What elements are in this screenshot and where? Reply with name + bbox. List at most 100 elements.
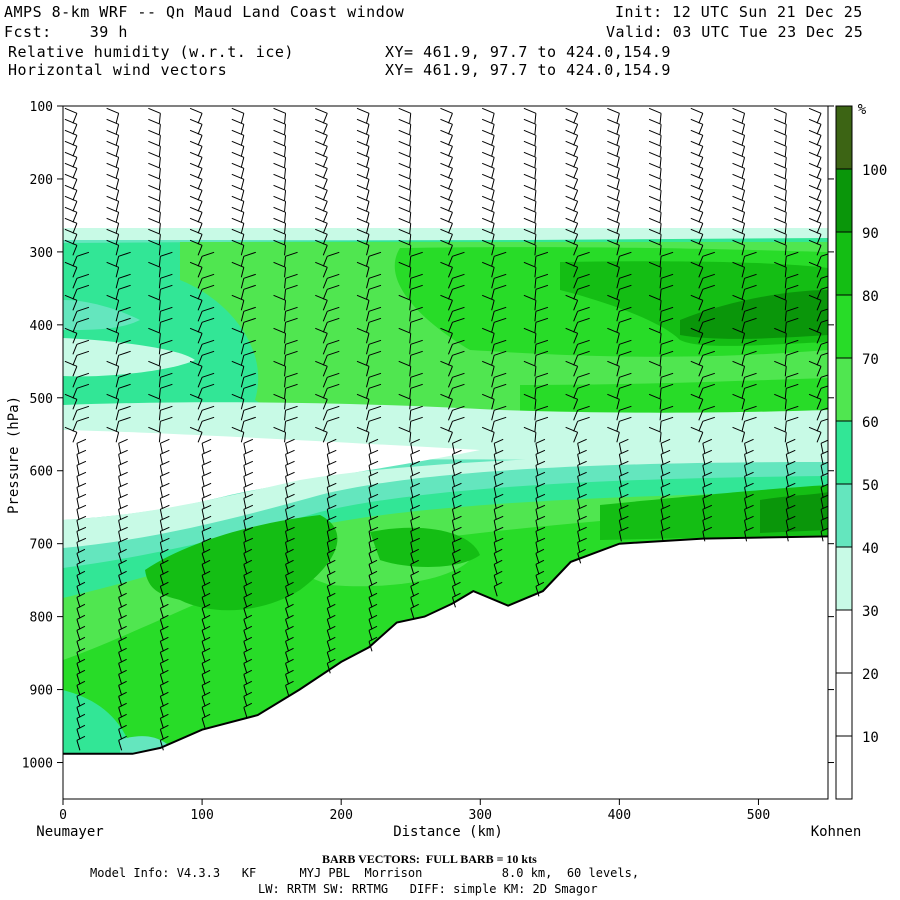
wind-barb-flag: [160, 460, 170, 466]
wind-barb-flag: [523, 140, 537, 147]
wind-barb-shaft: [741, 322, 746, 333]
wind-barb-shaft: [534, 289, 537, 300]
wind-barb-flag: [118, 273, 131, 279]
wind-barb-flag: [452, 504, 462, 510]
wind-barb-flag: [243, 603, 253, 609]
wind-barb-shaft: [409, 256, 412, 267]
wind-barb-shaft: [72, 256, 78, 267]
x-end-label: Kohnen: [811, 824, 862, 840]
wind-barb-flag: [702, 306, 715, 312]
wind-barb-shaft: [285, 674, 290, 685]
wind-barb-shaft: [366, 267, 370, 278]
wind-barb-shaft: [409, 201, 412, 212]
wind-barb-flag: [118, 724, 127, 730]
wind-barb-shaft: [158, 432, 161, 443]
wind-barb-flag: [619, 438, 629, 444]
wind-barb-flag: [565, 184, 578, 191]
wind-barb-flag: [619, 306, 632, 312]
wind-barb-flag: [452, 383, 465, 389]
wind-barb-shaft: [447, 245, 453, 256]
wind-barb-shaft: [410, 443, 414, 454]
wind-barb-flag: [243, 548, 253, 554]
wind-barb-flag: [577, 350, 590, 356]
wind-barb-shaft: [285, 641, 290, 652]
wind-barb-shaft: [243, 619, 248, 630]
wind-barb-shaft: [285, 597, 290, 608]
wind-barb-flag: [118, 570, 127, 576]
wind-barb-flag: [327, 251, 340, 257]
wind-barb-flag: [285, 658, 294, 664]
wind-barb-flag: [808, 261, 822, 268]
wind-barb-flag: [690, 327, 704, 334]
wind-barb-shaft: [535, 586, 540, 597]
wind-barb-shaft: [698, 432, 704, 443]
wind-barb-flag: [732, 195, 745, 202]
wind-barb-shaft: [118, 663, 123, 674]
wind-barb-shaft: [240, 300, 245, 311]
wind-barb-flag: [452, 482, 462, 488]
wind-barb-flag: [118, 515, 128, 521]
wind-barb-flag: [189, 184, 203, 191]
wind-barb-shaft: [159, 564, 164, 575]
wind-barb-flag: [494, 339, 507, 345]
wind-barb-flag: [64, 173, 78, 180]
wind-barb-shaft: [326, 641, 331, 652]
wind-barb-shaft: [201, 553, 206, 564]
wind-barb-flag: [327, 416, 340, 422]
wind-barb-shaft: [159, 531, 163, 542]
wind-barb-flag: [315, 107, 328, 114]
wind-barb-shaft: [243, 663, 248, 674]
wind-barb-flag: [356, 239, 370, 246]
colorbar-label: 10: [862, 730, 879, 746]
wind-barb-shaft: [491, 223, 495, 234]
wind-barb-shaft: [573, 179, 579, 190]
wind-barb-shaft: [577, 487, 581, 498]
wind-barb-flag: [452, 537, 462, 543]
wind-barb-flag: [565, 140, 578, 147]
wind-barb-shaft: [368, 608, 373, 619]
wind-barb-shaft: [158, 212, 161, 223]
wind-barb-flag: [273, 107, 286, 114]
wind-barb-shaft: [491, 234, 495, 245]
wind-barb-shaft: [158, 300, 161, 311]
wind-barb-shaft: [197, 245, 203, 256]
wind-barb-shaft: [76, 476, 80, 487]
x-axis: 0 100 200 300 400 500: [59, 799, 770, 823]
wind-barb-shaft: [784, 322, 787, 333]
wind-barb-shaft: [659, 157, 662, 168]
wind-barb-shaft: [72, 146, 78, 157]
wind-barb-flag: [690, 426, 704, 433]
wind-barb-flag: [148, 239, 161, 246]
wind-barb-flag: [648, 162, 662, 169]
wind-barb-flag: [648, 239, 662, 246]
wind-barb-shaft: [659, 410, 662, 421]
wind-barb-flag: [327, 449, 337, 455]
wind-barb-shaft: [285, 531, 289, 542]
wind-barb-flag: [535, 471, 546, 477]
wind-barb-flag: [76, 284, 90, 290]
wind-barb-shaft: [741, 223, 746, 234]
wind-barb-flag: [648, 294, 662, 301]
wind-barb-shaft: [618, 454, 622, 465]
wind-barb-shaft: [118, 718, 123, 729]
wind-barb-flag: [201, 669, 211, 675]
wind-barb-flag: [660, 317, 674, 323]
wind-barb-shaft: [285, 542, 289, 553]
wind-barb-flag: [201, 251, 215, 257]
wind-barb-shaft: [741, 355, 746, 366]
wind-barb-flag: [660, 493, 671, 499]
wind-barb-flag: [619, 482, 629, 488]
wind-barb-flag: [808, 162, 822, 169]
wind-barb-shaft: [197, 432, 203, 443]
wind-barb-flag: [327, 603, 336, 609]
wind-barb-shaft: [409, 377, 412, 388]
wind-barb-shaft: [284, 124, 287, 135]
wind-barb-flag: [285, 460, 295, 466]
wind-barb-shaft: [741, 377, 746, 388]
wind-barb-flag: [702, 482, 713, 488]
wind-barb-flag: [285, 603, 294, 609]
wind-barb-flag: [356, 261, 370, 268]
wind-barb-shaft: [158, 333, 161, 344]
wind-barb-flag: [523, 261, 537, 268]
